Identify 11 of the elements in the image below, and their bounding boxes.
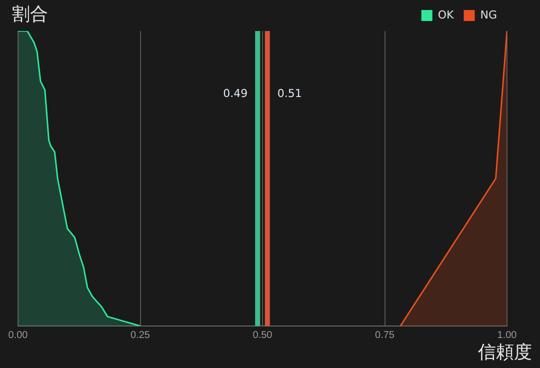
legend-label: OK bbox=[438, 8, 455, 22]
ref-line-label: 0.49 bbox=[223, 86, 248, 100]
x-tick-label: 0.25 bbox=[130, 330, 150, 341]
x-tick-label: 1.00 bbox=[497, 330, 518, 341]
x-tick-label: 0.50 bbox=[252, 330, 273, 341]
x-tick-label: 0.75 bbox=[375, 330, 395, 341]
ref-line-label: 0.51 bbox=[277, 86, 302, 100]
y-axis-title: 割合 bbox=[12, 3, 48, 26]
x-axis-title: 信頼度 bbox=[478, 341, 532, 364]
legend-label: NG bbox=[480, 8, 498, 22]
x-tick-label: 0.00 bbox=[8, 330, 28, 341]
